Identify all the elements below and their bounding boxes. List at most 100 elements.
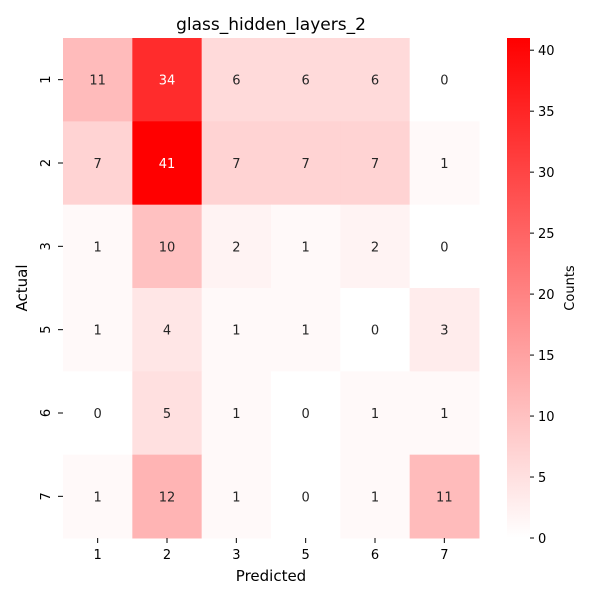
- heatmap-cell: [340, 121, 411, 206]
- heatmap-cell: [201, 288, 272, 372]
- heatmap-cell: [132, 38, 203, 122]
- heatmap-cell: [132, 371, 203, 456]
- cell-value-label: 11: [89, 74, 106, 89]
- heatmap-cell: [340, 454, 411, 539]
- cell-value-label: 6: [371, 74, 379, 89]
- x-axis-ticks: 1 2 3 5 6 7: [94, 538, 448, 563]
- heatmap-cell: [63, 454, 133, 539]
- colorbar-tick-label: 10: [538, 410, 555, 425]
- chart-title: glass_hidden_layers_2: [176, 15, 366, 35]
- x-axis-label: Predicted: [236, 567, 306, 585]
- y-axis-label: Actual: [13, 265, 31, 312]
- colorbar-tick-label: 5: [538, 471, 546, 486]
- x-tick-label: 1: [94, 548, 102, 563]
- heatmap-cell: [340, 288, 411, 372]
- cell-value-label: 0: [371, 324, 379, 339]
- heatmap-cell: [132, 288, 203, 372]
- cell-value-label: 7: [232, 157, 240, 172]
- cell-value-label: 7: [94, 157, 102, 172]
- x-tick-label: 2: [163, 548, 171, 563]
- cell-value-label: 1: [232, 324, 240, 339]
- cell-value-label: 0: [440, 240, 448, 255]
- heatmap-cell: [271, 121, 341, 206]
- colorbar-tick-label: 20: [538, 288, 555, 303]
- cell-value-label: 1: [440, 157, 448, 172]
- heatmap-cell: [409, 204, 480, 289]
- y-axis-ticks: 1 2 3 5 6 7: [39, 76, 63, 500]
- colorbar-tick-label: 0: [538, 532, 546, 547]
- cell-value-label: 0: [302, 490, 310, 505]
- cell-value-label: 1: [232, 407, 240, 422]
- y-tick-label: 6: [39, 409, 54, 417]
- cell-value-label: 12: [159, 490, 176, 505]
- cell-value-label: 1: [94, 324, 102, 339]
- heatmap-cell: [340, 371, 411, 456]
- heatmap-cell: [201, 454, 272, 539]
- cell-value-label: 2: [232, 240, 240, 255]
- heatmap-cell: [409, 38, 480, 122]
- cell-value-label: 1: [302, 324, 310, 339]
- heatmap-cell: [132, 454, 203, 539]
- x-tick-label: 6: [371, 548, 379, 563]
- x-tick-label: 7: [440, 548, 448, 563]
- cell-value-label: 7: [302, 157, 310, 172]
- y-tick-label: 3: [39, 242, 54, 250]
- cell-value-label: 11: [436, 490, 453, 505]
- heatmap-cell: [63, 371, 133, 456]
- heatmap-cell: [271, 38, 341, 122]
- cell-value-label: 1: [94, 490, 102, 505]
- colorbar-label: Counts: [563, 265, 578, 311]
- cell-value-label: 1: [94, 240, 102, 255]
- heatmap-cell: [409, 288, 480, 372]
- heatmap-cell: [271, 454, 341, 539]
- heatmap-cell: [201, 121, 272, 206]
- heatmap-cell: [201, 204, 272, 289]
- cell-value-label: 1: [371, 407, 379, 422]
- heatmap-cell: [201, 38, 272, 122]
- colorbar-gradient: [507, 38, 530, 538]
- cell-value-label: 2: [371, 240, 379, 255]
- cell-value-label: 0: [302, 407, 310, 422]
- cell-value-label: 6: [302, 74, 310, 89]
- cell-value-label: 1: [302, 240, 310, 255]
- colorbar-tick-label: 30: [538, 166, 555, 181]
- heatmap-cell: [271, 204, 341, 289]
- colorbar-tick-label: 40: [538, 44, 555, 59]
- heatmap-cell: [409, 121, 480, 206]
- cell-value-label: 0: [94, 407, 102, 422]
- y-tick-label: 7: [39, 492, 54, 500]
- colorbar-tick-label: 15: [538, 349, 555, 364]
- colorbar: 0 5 10 15 20 25 30 35 40: [507, 38, 555, 547]
- cell-value-label: 41: [159, 157, 176, 172]
- cell-value-label: 6: [232, 74, 240, 89]
- cell-value-label: 4: [163, 324, 171, 339]
- heatmap-cell: [63, 204, 133, 289]
- cell-value-label: 1: [440, 407, 448, 422]
- cell-value-label: 5: [163, 407, 171, 422]
- cell-value-label: 34: [159, 74, 176, 89]
- colorbar-tick-label: 25: [538, 227, 555, 242]
- heatmap-cell: [409, 454, 480, 539]
- y-tick-label: 2: [39, 159, 54, 167]
- heatmap-cells: 11 34 6 6 6 07 41 7 7 7 11 10 2 1 2 01 4 1 1 0 30 5 1 0 1 11 12 1 0 1…: [63, 38, 480, 539]
- y-tick-label: 1: [39, 76, 54, 84]
- y-tick-label: 5: [39, 326, 54, 334]
- heatmap-cell: [340, 204, 411, 289]
- heatmap-cell: [132, 204, 203, 289]
- cell-value-label: 1: [371, 490, 379, 505]
- colorbar-tick-label: 35: [538, 105, 555, 120]
- cell-value-label: 0: [440, 74, 448, 89]
- x-tick-label: 5: [302, 548, 310, 563]
- heatmap-cell: [271, 371, 341, 456]
- heatmap-cell: [409, 371, 480, 456]
- heatmap-cell: [63, 288, 133, 372]
- cell-value-label: 1: [232, 490, 240, 505]
- heatmap-cell: [271, 288, 341, 372]
- x-tick-label: 3: [232, 548, 240, 563]
- cell-value-label: 10: [159, 240, 176, 255]
- heatmap-cell: [63, 38, 133, 122]
- heatmap-cell: [132, 121, 203, 206]
- heatmap-cell: [340, 38, 411, 122]
- heatmap-cell: [63, 121, 133, 206]
